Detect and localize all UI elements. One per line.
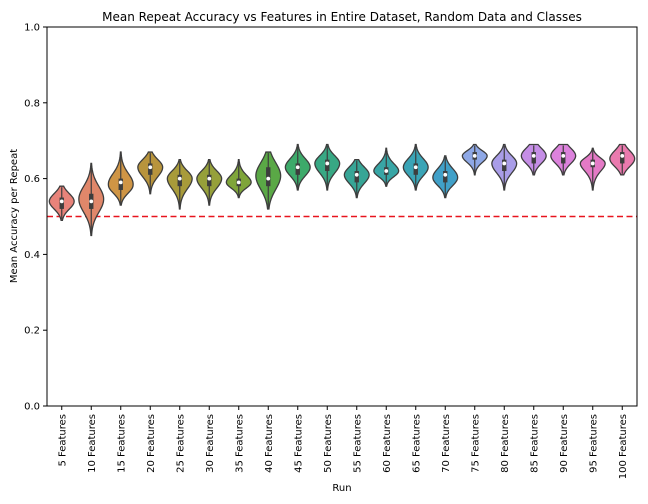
y-axis: 0.0 0.2 0.4 0.6 0.8 1.0 xyxy=(24,23,47,413)
x-tick-label: 45 Features xyxy=(293,414,304,473)
x-tick-label: 60 Features xyxy=(382,414,393,473)
y-tick-label: 0.4 xyxy=(24,250,40,261)
plot-area xyxy=(47,143,637,237)
violin-median-dot xyxy=(443,172,448,177)
violin-median-dot xyxy=(118,180,123,185)
x-tick-label: 95 Features xyxy=(588,414,599,473)
violin-median-dot xyxy=(325,161,330,166)
violin-median-dot xyxy=(590,161,595,166)
x-tick-label: 30 Features xyxy=(205,414,216,473)
violin-median-dot xyxy=(502,161,507,166)
x-tick-label: 100 Features xyxy=(618,414,629,479)
y-tick-label: 0.6 xyxy=(24,174,40,185)
violin-median-dot xyxy=(236,180,241,185)
violin-median-dot xyxy=(531,153,536,158)
violin-median-dot xyxy=(177,176,182,181)
x-tick-label: 5 Features xyxy=(57,414,68,467)
x-tick-label: 50 Features xyxy=(323,414,334,473)
violin-median-dot xyxy=(472,153,477,158)
violin-median-dot xyxy=(295,165,300,170)
plot-frame xyxy=(46,26,638,407)
y-axis-label: Mean Accuracy per Repeat xyxy=(9,149,20,283)
x-tick-label: 65 Features xyxy=(411,414,422,473)
x-axis-label: Run xyxy=(332,483,351,494)
x-tick-label: 80 Features xyxy=(500,414,511,473)
x-tick-label: 55 Features xyxy=(352,414,363,473)
violin-median-dot xyxy=(59,199,64,204)
x-tick-label: 25 Features xyxy=(175,414,186,473)
x-tick-label: 75 Features xyxy=(470,414,481,473)
x-tick-label: 10 Features xyxy=(87,414,98,473)
violin-median-dot xyxy=(620,153,625,158)
violin-median-dot xyxy=(413,165,418,170)
violin-median-dot xyxy=(266,176,271,181)
y-tick-label: 0.8 xyxy=(24,98,40,109)
x-tick-label: 40 Features xyxy=(264,414,275,473)
violin-median-dot xyxy=(384,169,389,173)
x-tick-label: 20 Features xyxy=(146,414,157,473)
x-tick-label: 15 Features xyxy=(116,414,127,473)
y-tick-label: 0.2 xyxy=(24,326,40,337)
violin-median-dot xyxy=(561,153,566,158)
x-axis: 5 Features 10 Features 15 Features 20 Featu… xyxy=(57,406,629,479)
y-tick-label: 1.0 xyxy=(24,23,40,34)
violin-median-dot xyxy=(89,199,94,204)
y-tick-label: 0.0 xyxy=(24,402,40,413)
x-tick-label: 70 Features xyxy=(441,414,452,473)
violin-median-dot xyxy=(207,176,212,181)
x-tick-label: 85 Features xyxy=(529,414,540,473)
violin-median-dot xyxy=(148,165,153,170)
violin-median-dot xyxy=(354,172,359,177)
x-tick-label: 90 Features xyxy=(559,414,570,473)
x-tick-label: 35 Features xyxy=(234,414,245,473)
chart-title: Mean Repeat Accuracy vs Features in Enti… xyxy=(102,10,582,24)
